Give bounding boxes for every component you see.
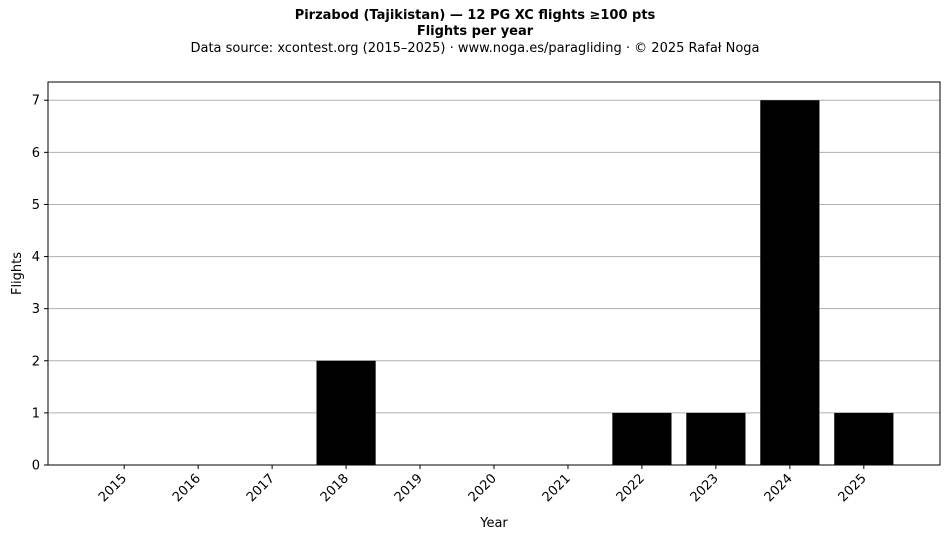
chart-subtitle: Flights per year [416, 24, 534, 39]
y-tick-label: 2 [32, 354, 40, 369]
y-tick-label: 7 [32, 94, 40, 109]
y-axis-ticks: 0 1 2 3 4 5 6 7 [32, 94, 48, 474]
bar-2023 [686, 412, 746, 465]
x-tick-label: 2025 [836, 471, 870, 505]
x-tick-label: 2020 [466, 471, 500, 505]
bar-2022 [612, 412, 672, 465]
y-axis-label: Flights [10, 252, 25, 295]
x-tick-label: 2018 [318, 471, 352, 505]
bars [316, 100, 894, 465]
x-tick-label: 2022 [614, 471, 648, 505]
x-axis-ticks: 2015 2016 2017 2018 2019 2020 2021 2022 2023 2024… [96, 465, 870, 505]
x-tick-label: 2021 [540, 471, 574, 505]
bar-2025 [834, 412, 894, 465]
y-tick-label: 0 [32, 459, 40, 474]
chart-titles: Pirzabod (Tajikistan) — 12 PG XC flights… [0, 8, 950, 58]
y-tick-label: 4 [32, 250, 40, 265]
x-axis-label: Year [479, 516, 508, 531]
data-source-note: Data source: xcontest.org (2015–2025) · … [190, 41, 760, 56]
bar-2018 [316, 360, 376, 465]
x-tick-label: 2016 [170, 471, 204, 505]
y-tick-label: 6 [32, 146, 40, 161]
x-tick-label: 2024 [762, 471, 796, 505]
x-tick-label: 2017 [244, 471, 278, 505]
bar-2024 [760, 100, 820, 465]
x-tick-label: 2015 [96, 471, 130, 505]
x-tick-label: 2023 [688, 471, 722, 505]
x-tick-label: 2019 [392, 471, 426, 505]
y-tick-label: 5 [32, 198, 40, 213]
chart-title: Pirzabod (Tajikistan) — 12 PG XC flights… [294, 8, 656, 23]
y-tick-label: 3 [32, 302, 40, 317]
y-tick-label: 1 [32, 406, 40, 421]
